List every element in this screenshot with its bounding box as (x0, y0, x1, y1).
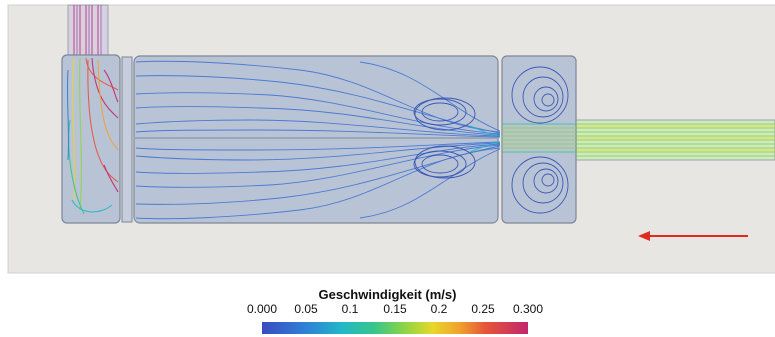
outlet-chamber (501, 55, 577, 224)
legend-tick: 0.05 (294, 302, 318, 316)
main-chamber (133, 55, 501, 224)
inlet-chamber (61, 54, 121, 224)
outlet-pipe (574, 119, 775, 161)
legend-tick: 0.25 (471, 302, 495, 316)
legend-tick: 0.000 (246, 302, 278, 316)
inlet-pipe (67, 4, 109, 60)
legend-ticks: 0.000 0.05 0.1 0.15 0.2 0.25 0.300 (0, 302, 775, 318)
colorbar (262, 322, 528, 334)
flow-direction-arrow (638, 231, 748, 241)
legend-tick: 0.300 (512, 302, 544, 316)
legend-tick: 0.1 (341, 302, 359, 316)
legend-tick: 0.15 (383, 302, 407, 316)
separator-plate (121, 56, 133, 223)
legend-tick: 0.2 (430, 302, 448, 316)
legend-title: Geschwindigkeit (m/s) (318, 287, 457, 302)
